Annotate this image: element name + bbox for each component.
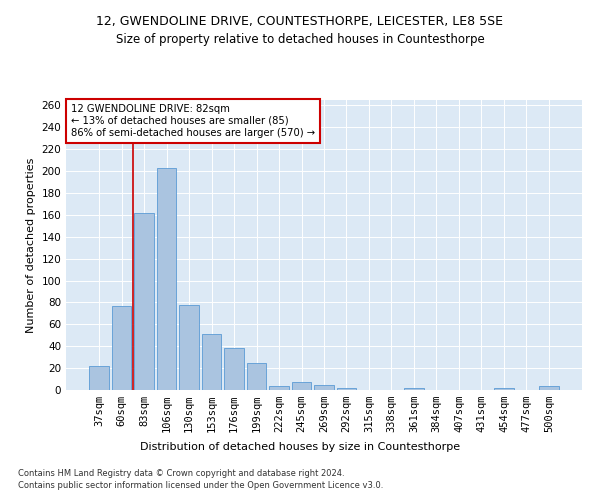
Bar <box>539 386 559 390</box>
Y-axis label: Number of detached properties: Number of detached properties <box>26 158 36 332</box>
Bar <box>247 362 266 390</box>
Bar <box>314 384 334 390</box>
Text: 12 GWENDOLINE DRIVE: 82sqm
← 13% of detached houses are smaller (85)
86% of semi: 12 GWENDOLINE DRIVE: 82sqm ← 13% of deta… <box>71 104 315 138</box>
Bar <box>179 304 199 390</box>
Bar <box>269 386 289 390</box>
Bar <box>202 334 221 390</box>
Bar <box>337 388 356 390</box>
Bar <box>134 212 154 390</box>
Bar <box>292 382 311 390</box>
Text: Contains HM Land Registry data © Crown copyright and database right 2024.: Contains HM Land Registry data © Crown c… <box>18 468 344 477</box>
Bar <box>494 388 514 390</box>
Bar <box>224 348 244 390</box>
Bar <box>89 366 109 390</box>
Text: Contains public sector information licensed under the Open Government Licence v3: Contains public sector information licen… <box>18 481 383 490</box>
Bar <box>404 388 424 390</box>
Bar <box>157 168 176 390</box>
Bar <box>112 306 131 390</box>
Text: Distribution of detached houses by size in Countesthorpe: Distribution of detached houses by size … <box>140 442 460 452</box>
Text: Size of property relative to detached houses in Countesthorpe: Size of property relative to detached ho… <box>116 32 484 46</box>
Text: 12, GWENDOLINE DRIVE, COUNTESTHORPE, LEICESTER, LE8 5SE: 12, GWENDOLINE DRIVE, COUNTESTHORPE, LEI… <box>97 15 503 28</box>
